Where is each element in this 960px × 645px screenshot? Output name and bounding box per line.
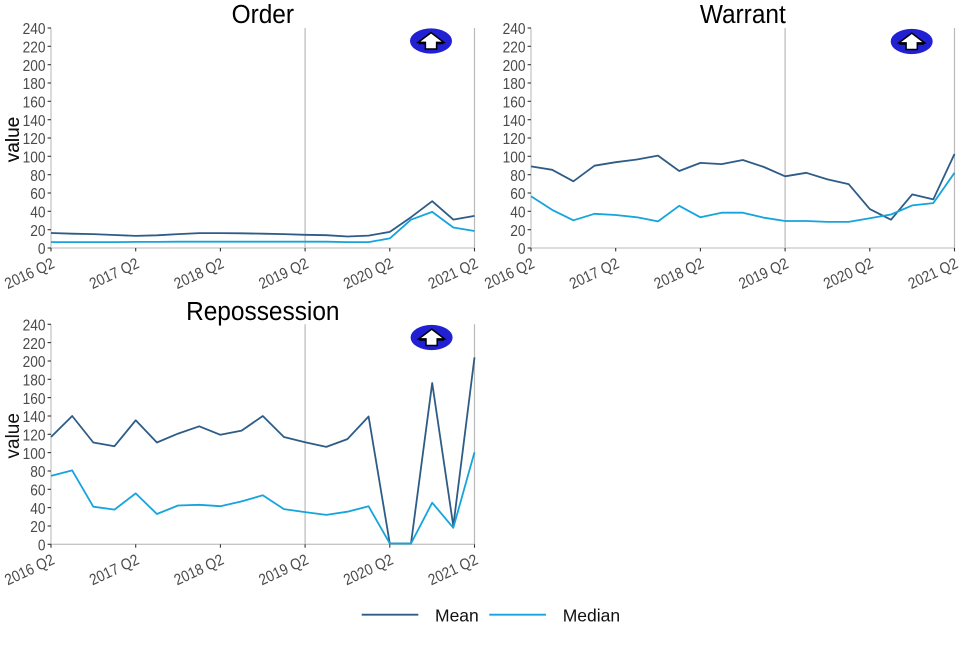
svg-text:100: 100 [23, 446, 46, 463]
svg-text:80: 80 [30, 168, 45, 185]
svg-text:0: 0 [38, 241, 46, 258]
svg-text:value: value [3, 117, 24, 162]
svg-text:160: 160 [23, 95, 46, 112]
svg-text:160: 160 [23, 391, 46, 408]
svg-text:100: 100 [503, 150, 526, 167]
svg-text:60: 60 [30, 186, 45, 203]
svg-text:220: 220 [503, 40, 526, 57]
svg-text:20: 20 [30, 223, 45, 240]
svg-text:Order: Order [232, 1, 294, 30]
svg-text:240: 240 [23, 21, 46, 38]
svg-text:20: 20 [510, 223, 525, 240]
svg-text:value: value [3, 117, 24, 162]
svg-text:Repossession: Repossession [186, 298, 339, 327]
svg-text:80: 80 [30, 464, 45, 481]
svg-text:Median: Median [563, 605, 620, 625]
svg-text:120: 120 [23, 428, 46, 445]
svg-text:60: 60 [510, 186, 525, 203]
svg-text:200: 200 [23, 58, 46, 75]
svg-text:0: 0 [38, 538, 46, 555]
svg-text:40: 40 [510, 205, 525, 222]
svg-text:120: 120 [23, 131, 46, 148]
svg-text:Mean: Mean [435, 605, 479, 625]
svg-text:value: value [3, 413, 24, 458]
svg-text:220: 220 [23, 40, 46, 57]
svg-text:120: 120 [503, 131, 526, 148]
svg-text:140: 140 [23, 113, 46, 130]
svg-text:180: 180 [23, 76, 46, 93]
svg-text:20: 20 [30, 519, 45, 536]
svg-text:Warrant: Warrant [700, 1, 786, 30]
svg-text:80: 80 [510, 168, 525, 185]
svg-text:240: 240 [23, 318, 46, 335]
svg-text:0: 0 [518, 241, 526, 258]
svg-text:200: 200 [503, 58, 526, 75]
svg-text:160: 160 [503, 95, 526, 112]
svg-text:40: 40 [30, 501, 45, 518]
svg-text:180: 180 [503, 76, 526, 93]
svg-text:200: 200 [23, 354, 46, 371]
svg-text:240: 240 [503, 21, 526, 38]
svg-text:220: 220 [23, 336, 46, 353]
svg-text:140: 140 [23, 409, 46, 426]
svg-text:100: 100 [23, 150, 46, 167]
svg-text:40: 40 [30, 205, 45, 222]
svg-text:140: 140 [503, 113, 526, 130]
svg-text:60: 60 [30, 483, 45, 500]
svg-text:180: 180 [23, 373, 46, 390]
